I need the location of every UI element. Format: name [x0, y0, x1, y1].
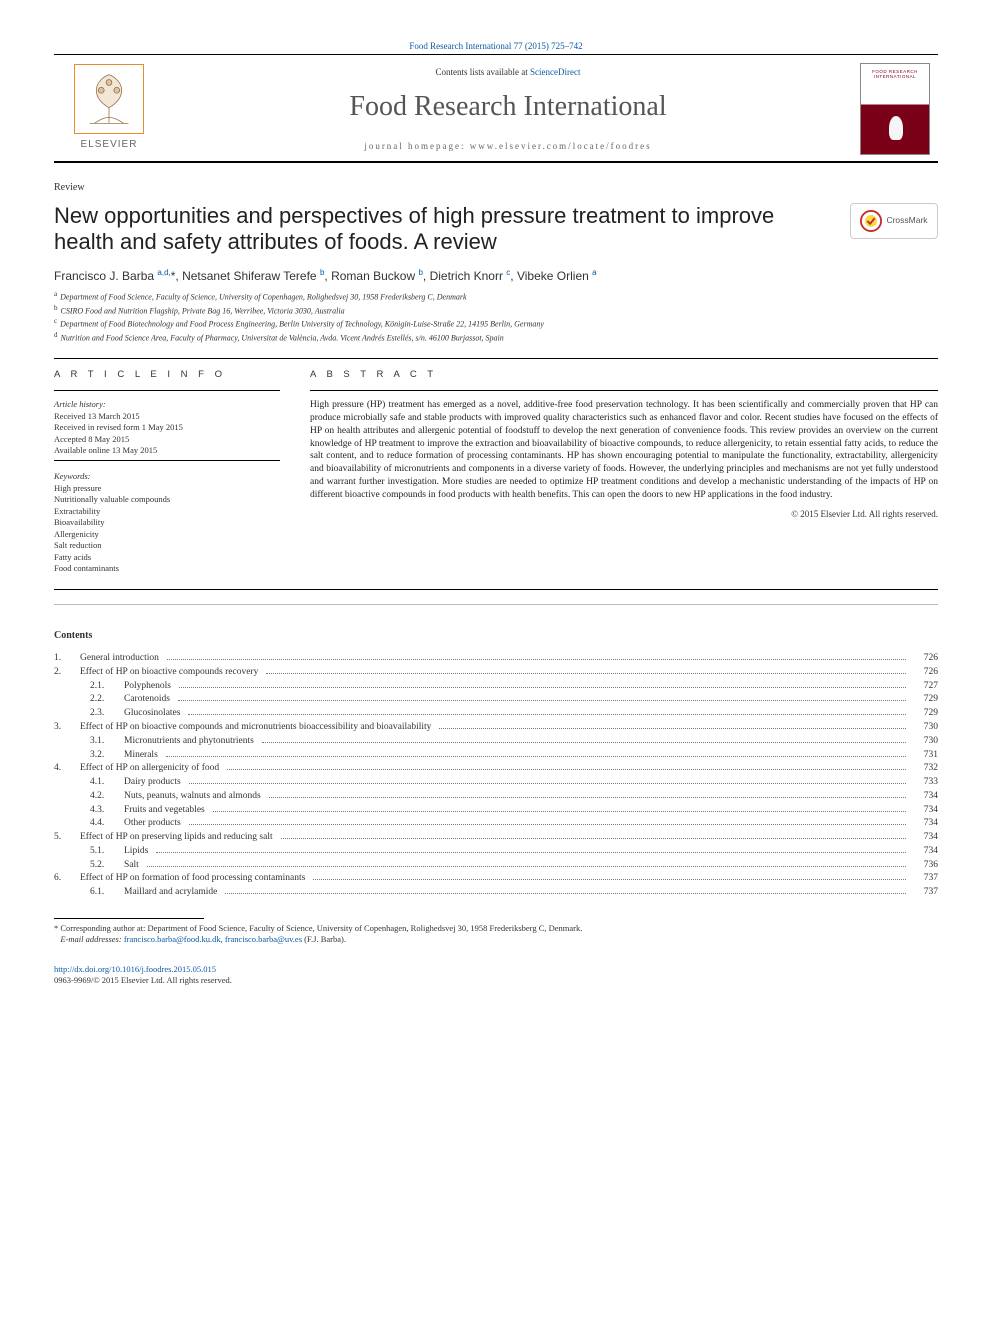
- toc-entry[interactable]: 3. Effect of HP on bioactive compounds a…: [54, 721, 938, 735]
- keyword: Extractability: [54, 506, 280, 517]
- email-link[interactable]: francisco.barba@food.ku.dk, francisco.ba…: [124, 934, 302, 944]
- toc-subentry[interactable]: 4.3. Fruits and vegetables 734: [54, 804, 938, 818]
- doi-link[interactable]: http://dx.doi.org/10.1016/j.foodres.2015…: [54, 964, 216, 974]
- article-title: New opportunities and perspectives of hi…: [54, 203, 850, 257]
- contents-available: Contents lists available at ScienceDirec…: [436, 66, 581, 78]
- keyword: Fatty acids: [54, 552, 280, 563]
- toc-entry[interactable]: 5. Effect of HP on preserving lipids and…: [54, 831, 938, 845]
- article-info: Article history: Received 13 March 2015 …: [54, 399, 280, 575]
- toc-subentry[interactable]: 6.1. Maillard and acrylamide 737: [54, 886, 938, 900]
- toc-subentry[interactable]: 4.1. Dairy products 733: [54, 776, 938, 790]
- toc-entry[interactable]: 2. Effect of HP on bioactive compounds r…: [54, 666, 938, 680]
- toc-subentry[interactable]: 5.2. Salt 736: [54, 859, 938, 873]
- keyword: Bioavailability: [54, 517, 280, 528]
- author-list: Francisco J. Barba a,d,*, Netsanet Shife…: [54, 268, 938, 284]
- keyword: Nutritionally valuable compounds: [54, 494, 280, 505]
- toc-entry[interactable]: 4. Effect of HP on allergenicity of food…: [54, 762, 938, 776]
- toc-subentry[interactable]: 3.1. Micronutrients and phytonutrients 7…: [54, 735, 938, 749]
- keyword: High pressure: [54, 483, 280, 494]
- abstract-head: A B S T R A C T: [310, 369, 938, 382]
- journal-homepage: journal homepage: www.elsevier.com/locat…: [364, 140, 651, 152]
- keyword: Allergenicity: [54, 529, 280, 540]
- journal-banner: ELSEVIER Contents lists available at Sci…: [54, 54, 938, 163]
- keyword: Salt reduction: [54, 540, 280, 551]
- elsevier-tree-icon: [74, 64, 144, 134]
- toc-entry[interactable]: 1. General introduction 726: [54, 652, 938, 666]
- sciencedirect-link[interactable]: ScienceDirect: [530, 67, 580, 77]
- toc-subentry[interactable]: 4.4. Other products 734: [54, 817, 938, 831]
- table-of-contents: 1. General introduction 726 2. Effect of…: [54, 652, 938, 900]
- crossmark-badge[interactable]: CrossMark: [850, 203, 938, 239]
- citation-link[interactable]: Food Research International 77 (2015) 72…: [409, 41, 582, 51]
- abstract-text: High pressure (HP) treatment has emerged…: [310, 399, 938, 502]
- article-type: Review: [54, 181, 938, 195]
- publisher-name: ELSEVIER: [81, 138, 138, 152]
- toc-subentry[interactable]: 2.3. Glucosinolates 729: [54, 707, 938, 721]
- doi-block: http://dx.doi.org/10.1016/j.foodres.2015…: [54, 964, 938, 987]
- toc-head: Contents: [54, 629, 938, 643]
- affiliations: aDepartment of Food Science, Faculty of …: [54, 290, 938, 344]
- toc-entry[interactable]: 6. Effect of HP on formation of food pro…: [54, 872, 938, 886]
- cover-art-icon: [889, 116, 903, 140]
- corresponding-footnote: * Corresponding author at: Department of…: [54, 923, 938, 946]
- toc-subentry[interactable]: 2.1. Polyphenols 727: [54, 680, 938, 694]
- crossmark-label: CrossMark: [886, 215, 927, 226]
- copyright: © 2015 Elsevier Ltd. All rights reserved…: [310, 508, 938, 520]
- toc-subentry[interactable]: 4.2. Nuts, peanuts, walnuts and almonds …: [54, 790, 938, 804]
- article-info-head: A R T I C L E I N F O: [54, 369, 280, 382]
- toc-subentry[interactable]: 2.2. Carotenoids 729: [54, 693, 938, 707]
- toc-subentry[interactable]: 3.2. Minerals 731: [54, 749, 938, 763]
- running-head: Food Research International 77 (2015) 72…: [54, 38, 938, 54]
- publisher-logo: ELSEVIER: [54, 63, 164, 155]
- toc-subentry[interactable]: 5.1. Lipids 734: [54, 845, 938, 859]
- journal-title: Food Research International: [349, 88, 666, 126]
- journal-cover: FOOD RESEARCH INTERNATIONAL: [852, 63, 938, 155]
- crossmark-icon: [860, 210, 882, 232]
- cover-title-text: FOOD RESEARCH INTERNATIONAL: [865, 70, 925, 79]
- keyword: Food contaminants: [54, 563, 280, 574]
